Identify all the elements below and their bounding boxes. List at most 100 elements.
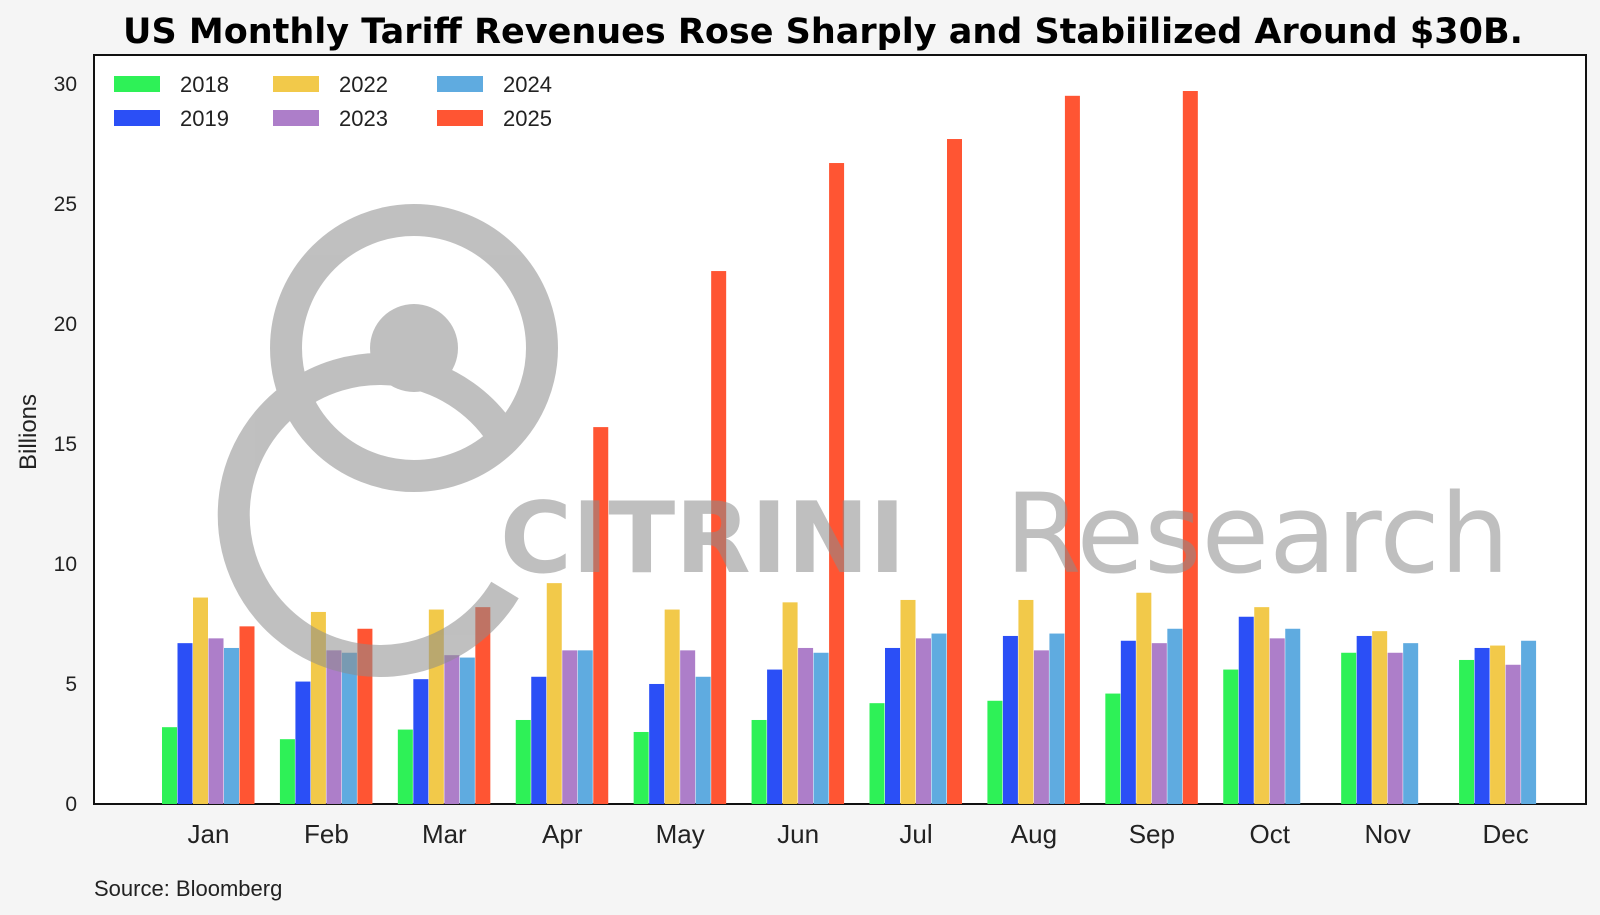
bar-2025-may: [711, 271, 727, 804]
x-tick-label: Aug: [1011, 819, 1057, 849]
bar-2018-jan: [162, 727, 177, 804]
x-tick-label: Oct: [1250, 819, 1291, 849]
bar-2024-sep: [1167, 628, 1183, 804]
bar-2024-mar: [459, 657, 475, 804]
bar-2025-jun: [829, 163, 845, 805]
bar-2023-oct: [1269, 638, 1285, 804]
x-tick-label: Mar: [422, 819, 467, 849]
y-axis-label: Billions: [15, 394, 42, 470]
bar-2019-may: [649, 683, 665, 804]
bar-2023-nov: [1387, 652, 1403, 804]
bar-2024-feb: [341, 652, 357, 804]
bar-2019-nov: [1356, 635, 1372, 804]
bar-2024-oct: [1285, 628, 1301, 804]
bar-2023-sep: [1151, 643, 1167, 804]
bar-2018-oct: [1223, 669, 1239, 804]
legend-swatch-2024: [437, 76, 483, 92]
watermark: CITRINI Research: [217, 204, 1510, 677]
bar-2018-may: [633, 731, 649, 804]
bar-2023-aug: [1033, 650, 1049, 804]
legend-swatch-2025: [437, 110, 483, 126]
source-note: Source: Bloomberg: [94, 876, 282, 901]
bar-2018-aug: [987, 700, 1003, 804]
bar-2022-jan: [193, 597, 208, 804]
watermark-head-icon: [370, 304, 458, 392]
bar-2023-jun: [798, 647, 814, 804]
bar-2018-mar: [397, 729, 413, 804]
legend-label-2018: 2018: [180, 72, 229, 97]
bar-2022-oct: [1254, 607, 1270, 804]
legend-swatch-2018: [114, 76, 160, 92]
bar-2022-may: [664, 609, 680, 804]
bar-2019-mar: [413, 679, 429, 804]
bar-2019-jun: [767, 669, 783, 804]
bar-2018-feb: [279, 739, 295, 804]
bars: [162, 91, 1537, 805]
y-axis-ticks: 0 5 10 15 20 25 30: [54, 73, 77, 816]
legend-swatch-2022: [273, 76, 319, 92]
y-tick-label: 0: [65, 793, 77, 816]
bar-2023-dec: [1505, 664, 1521, 804]
x-tick-label: Jan: [188, 819, 230, 849]
bar-2019-dec: [1474, 647, 1490, 804]
bar-2023-jul: [916, 638, 931, 804]
legend-label-2023: 2023: [339, 106, 388, 131]
legend-swatch-2023: [273, 110, 319, 126]
bar-2022-jun: [782, 602, 798, 804]
x-tick-label: Jul: [899, 819, 932, 849]
watermark-suffix: Research: [1005, 470, 1510, 598]
bar-2025-jul: [947, 139, 962, 804]
bar-2024-jul: [931, 633, 947, 804]
bar-2019-sep: [1120, 640, 1136, 804]
bar-2018-apr: [515, 719, 531, 804]
chart-title: US Monthly Tariff Revenues Rose Sharply …: [123, 12, 1523, 52]
bar-2018-sep: [1105, 693, 1121, 804]
legend: 2018 2019 2022 2023 2024 2025: [114, 72, 552, 131]
bar-2022-sep: [1136, 592, 1152, 804]
bar-2023-apr: [562, 650, 578, 804]
x-tick-label: Apr: [542, 819, 583, 849]
bar-2025-jan: [239, 626, 255, 804]
bar-2018-jun: [751, 719, 767, 804]
bar-2025-aug: [1064, 95, 1080, 804]
bar-2019-apr: [531, 676, 547, 804]
bar-2024-nov: [1403, 643, 1419, 804]
bar-2022-aug: [1018, 599, 1034, 804]
y-tick-label: 25: [54, 193, 77, 216]
bar-2019-jul: [885, 647, 900, 804]
bar-2019-oct: [1238, 616, 1254, 804]
legend-swatch-2019: [114, 110, 160, 126]
x-tick-label: Nov: [1365, 819, 1411, 849]
bar-2022-dec: [1490, 645, 1506, 804]
bar-2025-apr: [593, 427, 609, 804]
x-tick-label: Feb: [304, 819, 349, 849]
y-tick-label: 5: [65, 673, 77, 696]
bar-2025-sep: [1182, 91, 1198, 804]
bar-2023-may: [680, 650, 696, 804]
bar-2024-jan: [224, 647, 239, 804]
y-tick-label: 30: [54, 73, 77, 96]
x-tick-label: Dec: [1482, 819, 1528, 849]
bar-2024-may: [695, 676, 711, 804]
bar-2018-jul: [869, 703, 885, 804]
bar-2023-feb: [326, 650, 342, 804]
x-tick-label: Sep: [1129, 819, 1175, 849]
bar-2023-mar: [444, 655, 460, 804]
x-tick-label: May: [656, 819, 705, 849]
bar-2025-mar: [475, 607, 491, 804]
bar-2019-aug: [1002, 635, 1018, 804]
bar-2022-jul: [900, 599, 916, 804]
x-axis-ticks: Jan Feb Mar Apr May Jun Jul Aug Sep Oct Nov Dec: [188, 819, 1529, 849]
legend-label-2019: 2019: [180, 106, 229, 131]
bar-2022-apr: [546, 583, 562, 804]
bar-2024-apr: [577, 650, 593, 804]
bar-2024-jun: [813, 652, 829, 804]
bar-2022-nov: [1372, 631, 1388, 804]
bar-2019-feb: [295, 681, 311, 804]
watermark-brand: CITRINI: [500, 482, 906, 596]
bar-2023-jan: [208, 638, 224, 804]
legend-label-2025: 2025: [503, 106, 552, 131]
bar-2018-dec: [1459, 659, 1475, 804]
x-tick-label: Jun: [777, 819, 819, 849]
